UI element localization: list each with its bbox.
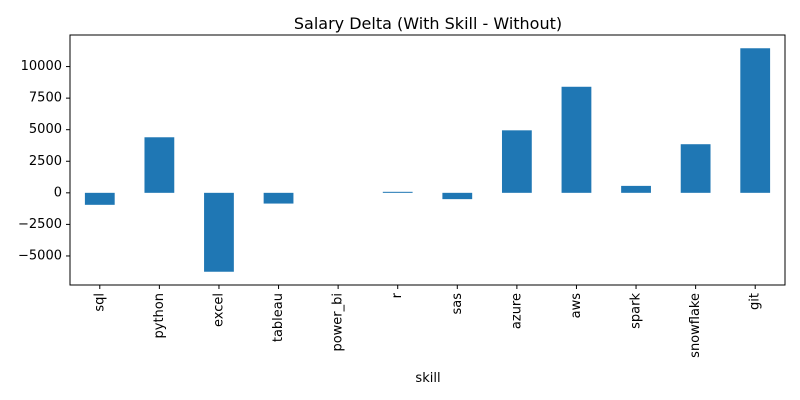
bar-sql bbox=[84, 192, 115, 205]
bar-tableau bbox=[263, 192, 294, 204]
y-tick-label: −5000 bbox=[18, 248, 62, 263]
y-axis: −5000 −2500 0 2500 5000 7500 10000 bbox=[18, 59, 70, 263]
bar-azure bbox=[501, 130, 532, 193]
x-tick-label: power_bi bbox=[331, 293, 346, 352]
y-tick-label: 7500 bbox=[29, 91, 62, 106]
x-axis-label: skill bbox=[415, 371, 440, 386]
bar-python bbox=[144, 137, 175, 193]
x-tick-label: spark bbox=[629, 293, 644, 329]
chart-title: Salary Delta (With Skill - Without) bbox=[294, 14, 562, 33]
x-tick-label: sql bbox=[92, 293, 107, 312]
x-tick-label: r bbox=[390, 292, 405, 298]
x-tick-label: python bbox=[152, 293, 167, 338]
x-tick-label: sas bbox=[450, 293, 465, 315]
x-tick-label: git bbox=[748, 293, 763, 310]
x-tick-label: aws bbox=[569, 293, 584, 319]
bar-spark bbox=[621, 185, 651, 193]
bars bbox=[84, 48, 771, 272]
bar-snowflake bbox=[680, 144, 711, 193]
x-tick-label: azure bbox=[509, 293, 524, 329]
y-tick-label: −2500 bbox=[18, 217, 62, 232]
y-tick-label: 0 bbox=[54, 185, 62, 200]
y-tick-label: 2500 bbox=[29, 154, 62, 169]
bar-excel bbox=[204, 192, 234, 272]
plot-frame bbox=[69, 34, 786, 286]
x-axis: sql python excel tableau power_bi r sas azure aw… bbox=[92, 285, 763, 358]
y-tick-label: 10000 bbox=[21, 59, 62, 74]
bar-aws bbox=[561, 86, 592, 193]
bar-sas bbox=[442, 192, 473, 200]
x-tick-label: tableau bbox=[271, 293, 286, 342]
y-tick-label: 5000 bbox=[29, 122, 62, 137]
bar-git bbox=[740, 48, 771, 193]
bar-r bbox=[382, 191, 413, 193]
x-tick-label: excel bbox=[211, 293, 226, 327]
x-tick-label: snowflake bbox=[688, 293, 703, 358]
